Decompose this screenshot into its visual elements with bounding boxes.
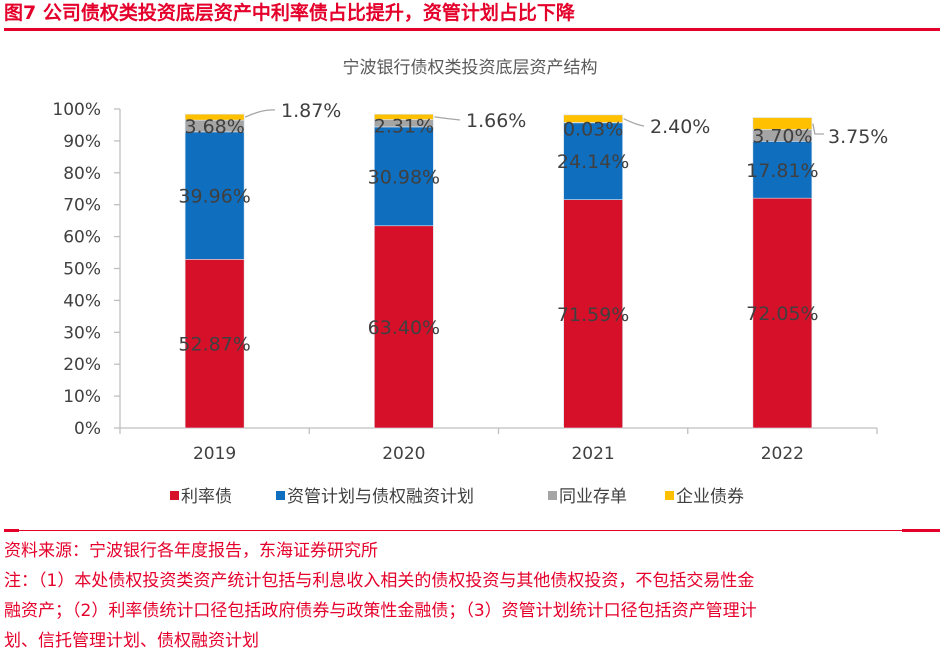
- data-labels: 52.87% 39.96% 3.68% 63.40% 30.98% 2.31% 71.59%…: [178, 100, 888, 356]
- callout-label: 1.87%: [281, 100, 341, 122]
- data-label: 39.96%: [178, 186, 250, 208]
- legend-label: 企业债券: [676, 487, 744, 507]
- y-tick-label: 70%: [63, 196, 101, 216]
- y-tick-label: 100%: [52, 100, 101, 120]
- bar-segment-2: [752, 141, 813, 199]
- legend: 利率债 资管计划与债权融资计划 同业存单 企业债券: [170, 487, 744, 507]
- figure-title: 图7 公司债权类投资底层资产中利率债占比提升，资管计划占比下降: [4, 2, 575, 24]
- bar-segment-4: [374, 113, 434, 120]
- footnote-line: 划、信托管理计划、债权融资计划: [4, 631, 259, 651]
- data-label: 3.70%: [752, 126, 812, 148]
- bar-segment-1: [752, 197, 813, 429]
- data-label: 0.03%: [563, 119, 623, 141]
- y-axis: 0% 10% 20% 30% 40% 50% 60% 70% 80% 90% 100%: [52, 100, 121, 439]
- data-label: 24.14%: [557, 151, 629, 173]
- callout-label: 1.66%: [466, 110, 526, 132]
- bar-segment-1: [563, 199, 623, 429]
- bar-segment-1: [184, 259, 245, 429]
- source-note: 资料来源：宁波银行各年度报告，东海证券研究所: [4, 541, 378, 561]
- x-tick-label: 2019: [193, 444, 236, 464]
- legend-label: 资管计划与债权融资计划: [287, 487, 474, 507]
- x-tick-label: 2022: [761, 444, 804, 464]
- bar-segment-2: [184, 131, 245, 260]
- bar-segment-2: [563, 122, 623, 200]
- y-tick-label: 20%: [63, 355, 101, 375]
- data-label: 3.68%: [184, 116, 244, 138]
- bars: [184, 113, 813, 429]
- y-tick-label: 90%: [63, 132, 101, 152]
- legend-swatch: [548, 491, 557, 500]
- data-label: 71.59%: [557, 304, 629, 326]
- y-tick-label: 0%: [74, 419, 101, 439]
- bar-segment-2: [374, 126, 434, 227]
- stacked-bar-chart: 宁波银行债权类投资底层资产结构 0% 10% 20% 30% 40% 50% 60% 70% 8…: [52, 58, 888, 507]
- x-tick-label: 2021: [571, 444, 614, 464]
- callout-label: 3.75%: [828, 126, 888, 148]
- chart-title: 宁波银行债权类投资底层资产结构: [343, 58, 598, 78]
- legend-label: 同业存单: [559, 487, 627, 507]
- title-divider: [4, 28, 940, 31]
- y-tick-label: 50%: [63, 260, 101, 280]
- legend-swatch: [276, 491, 285, 500]
- data-label: 63.40%: [368, 317, 440, 339]
- legend-swatch: [170, 491, 179, 500]
- leader-line: [244, 109, 276, 118]
- source-divider-cap-right: [902, 529, 940, 532]
- bar-segment-4: [563, 114, 623, 123]
- y-tick-label: 30%: [63, 323, 101, 343]
- leader-line: [812, 123, 824, 135]
- callout-label: 2.40%: [650, 116, 710, 138]
- legend-swatch: [665, 491, 674, 500]
- x-tick-label: 2020: [382, 444, 425, 464]
- legend-label: 利率债: [181, 487, 232, 507]
- x-axis: 2019 2020 2021 2022: [119, 427, 878, 464]
- leader-line: [434, 116, 461, 121]
- data-label: 17.81%: [746, 160, 818, 182]
- source-divider: [4, 530, 940, 531]
- data-label: 72.05%: [746, 303, 818, 325]
- footnote-line: 融资产；（2）利率债统计口径包括政府债券与政策性金融债；（3）资管计划统计口径包…: [4, 601, 757, 621]
- bar-segment-4: [752, 117, 813, 130]
- data-label: 2.31%: [374, 116, 434, 138]
- source-divider-cap-left: [4, 529, 19, 532]
- footnote-line: 注：（1）本处债权投资类资产统计包括与利息收入相关的债权投资与其他债权投资，不包…: [4, 571, 755, 591]
- bar-segment-4: [184, 113, 245, 121]
- footnotes: 注：（1）本处债权投资类资产统计包括与利息收入相关的债权投资与其他债权投资，不包…: [4, 566, 938, 656]
- y-tick-label: 60%: [63, 228, 101, 248]
- y-tick-label: 80%: [63, 164, 101, 184]
- data-label: 52.87%: [178, 334, 250, 356]
- leader-line: [623, 118, 645, 127]
- y-tick-label: 40%: [63, 291, 101, 311]
- data-label: 30.98%: [368, 166, 440, 188]
- bar-segment-1: [374, 225, 434, 429]
- y-tick-label: 10%: [63, 387, 101, 407]
